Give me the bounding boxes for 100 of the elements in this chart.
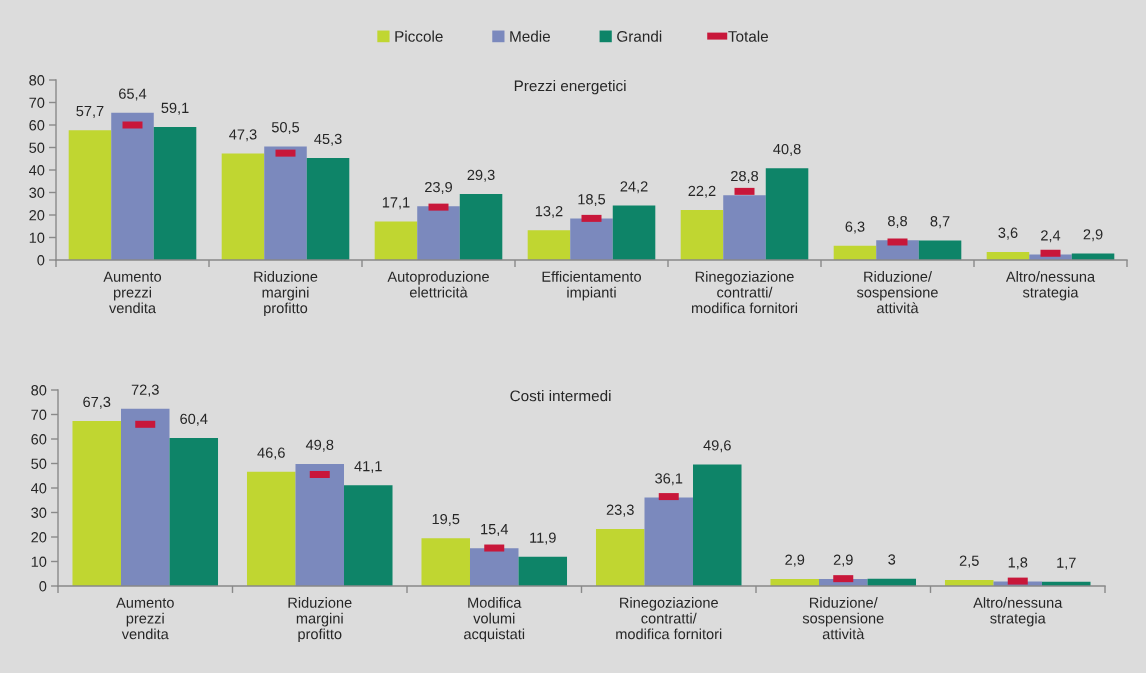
- y-tick-label: 40: [31, 483, 47, 494]
- data-label: 19,5: [432, 513, 460, 526]
- data-label: 46,6: [257, 447, 285, 460]
- bar: [833, 245, 877, 260]
- bar: [264, 146, 307, 260]
- y-tick-label: 0: [37, 255, 45, 266]
- bar: [765, 168, 809, 260]
- bar: [518, 556, 568, 586]
- data-label: 23,3: [606, 504, 634, 517]
- data-label: 17,1: [382, 197, 410, 210]
- data-label: 18,5: [578, 194, 606, 207]
- data-label: 2,5: [959, 555, 979, 568]
- bar: [295, 463, 345, 586]
- y-tick-label: 30: [31, 507, 47, 518]
- bar: [527, 230, 571, 260]
- y-tick-label: 10: [31, 556, 47, 567]
- data-label: 2,4: [1041, 230, 1061, 243]
- data-label: 13,2: [535, 205, 563, 219]
- data-label: 23,9: [425, 181, 452, 194]
- data-label: 2,9: [1083, 229, 1103, 242]
- y-tick-label: 60: [31, 434, 47, 445]
- data-label: 49,6: [703, 440, 731, 453]
- data-label: 49,8: [305, 439, 334, 452]
- data-label: 3,6: [998, 227, 1018, 240]
- y-tick-label: 20: [29, 210, 45, 221]
- x-tick-label: Riduzione/ sospensione attività: [856, 271, 938, 314]
- y-tick-label: 30: [29, 187, 45, 198]
- data-label: 6,3: [845, 221, 865, 234]
- x-tick-label: Riduzione/ sospensione attività: [802, 597, 884, 640]
- data-label: 50,5: [271, 122, 300, 135]
- y-tick-label: 60: [29, 120, 45, 131]
- bar: [680, 210, 724, 260]
- data-label: 3: [888, 554, 896, 565]
- data-label: 29,3: [467, 169, 495, 182]
- bar: [459, 194, 503, 260]
- y-tick-label: 20: [31, 532, 47, 543]
- bar: [918, 240, 962, 260]
- bar: [693, 464, 742, 586]
- data-label: 41,1: [354, 461, 382, 474]
- x-tick-label: Riduzione margini profitto: [288, 597, 352, 643]
- x-tick-label: Modifica volumi acquistati: [464, 597, 525, 643]
- data-label: 11,9: [530, 532, 556, 545]
- data-label: 65,4: [119, 88, 147, 101]
- bar: [612, 205, 656, 260]
- y-tick-label: 50: [31, 458, 47, 469]
- bar: [469, 548, 519, 586]
- bar: [417, 206, 460, 260]
- bar: [169, 438, 219, 586]
- legend-label: Grandi: [617, 30, 662, 42]
- legend-label: Medie: [510, 30, 550, 42]
- x-tick-label: Altro/nessuna strategia: [973, 597, 1063, 627]
- data-label: 1,7: [1057, 557, 1076, 570]
- bar: [120, 408, 170, 586]
- chart-title: Prezzi energetici: [514, 80, 626, 95]
- bar: [246, 471, 296, 586]
- bar: [221, 153, 265, 260]
- bar: [344, 485, 393, 586]
- data-label: 8,8: [888, 215, 907, 228]
- x-tick-label: Rinegoziazione contratti/ modifica fornitori: [691, 271, 798, 314]
- y-tick-label: 0: [39, 581, 47, 592]
- legend-label: Totale: [728, 30, 768, 42]
- bar: [153, 127, 197, 260]
- y-tick-label: 80: [29, 75, 45, 86]
- bar: [421, 538, 470, 586]
- legend-label: Piccole: [395, 30, 443, 42]
- y-tick-label: 10: [29, 232, 45, 243]
- x-tick-label: Altro/nessuna strategia: [1005, 271, 1096, 301]
- bar: [723, 195, 766, 260]
- y-tick-label: 70: [31, 409, 47, 420]
- x-tick-label: Aumento prezzi vendita: [116, 597, 174, 640]
- data-label: 72,3: [131, 384, 159, 397]
- data-label: 8,7: [930, 216, 950, 229]
- data-label: 67,3: [83, 396, 111, 409]
- bar: [1071, 253, 1115, 260]
- x-tick-label: Riduzione margini profitto: [254, 271, 318, 317]
- data-label: 2,9: [785, 554, 805, 567]
- data-label: 22,2: [688, 185, 716, 198]
- x-tick-label: Aumento prezzi vendita: [103, 271, 162, 314]
- x-tick-label: Autoproduzione elettricità: [387, 271, 489, 298]
- bar: [72, 421, 121, 586]
- data-label: 15,4: [481, 524, 509, 536]
- bar: [570, 218, 613, 260]
- y-tick-label: 80: [31, 385, 47, 396]
- bar: [68, 130, 112, 260]
- bar: [595, 528, 645, 586]
- bar: [374, 221, 418, 260]
- y-tick-label: 40: [29, 165, 45, 176]
- x-tick-label: Rinegoziazione contratti/ modifica fornitori: [616, 597, 722, 640]
- data-label: 40,8: [773, 143, 801, 156]
- data-label: 60,4: [180, 413, 208, 426]
- data-label: 2,9: [833, 554, 853, 567]
- y-tick-label: 70: [29, 97, 45, 108]
- data-label: 1,8: [1008, 557, 1028, 570]
- data-label: 28,8: [731, 170, 759, 183]
- data-label: 59,1: [161, 102, 189, 115]
- data-label: 45,3: [314, 133, 342, 146]
- x-tick-label: Efficientamento impianti: [542, 271, 642, 301]
- bar: [111, 112, 154, 260]
- data-label: 24,2: [620, 181, 648, 194]
- data-label: 36,1: [655, 473, 683, 486]
